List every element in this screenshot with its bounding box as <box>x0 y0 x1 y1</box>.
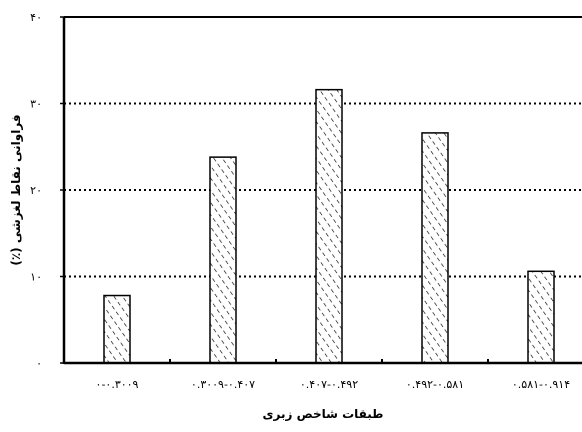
y-ticks <box>60 16 64 364</box>
y-tick-label: ۴۰ <box>30 11 42 24</box>
y-tick-label: ۰ <box>36 357 42 370</box>
x-tick-label: ۰.۴۰۷-۰.۴۹۲ <box>300 378 358 391</box>
x-ticks <box>169 359 489 364</box>
y-tick-label: ۱۰ <box>30 271 42 284</box>
x-tick-label: ۰.۵۸۱-۰.۹۱۴ <box>512 378 570 391</box>
bar <box>103 294 131 364</box>
gridlines <box>64 102 582 278</box>
x-tick-label: ۰.۴۹۲-۰.۵۸۱ <box>406 378 464 391</box>
bars <box>103 88 555 364</box>
y-axis-title: فراوانی نقاط لغزشی (٪) <box>9 114 24 265</box>
y-tick-labels: ۰ ۱۰ ۲۰ ۳۰ ۴۰ <box>30 11 42 370</box>
x-tick-label: ۰-۰.۳۰۰۹ <box>96 378 139 391</box>
bar <box>315 88 343 364</box>
bar <box>421 132 449 364</box>
x-tick-label: ۰.۳۰۰۹-۰.۴۰۷ <box>191 378 255 391</box>
y-tick-label: ۲۰ <box>30 184 42 197</box>
x-axis-title: طبقات شاخص زبری <box>263 407 384 421</box>
x-tick-labels: ۰-۰.۳۰۰۹ ۰.۳۰۰۹-۰.۴۰۷ ۰.۴۰۷-۰.۴۹۲ ۰.۴۹۲-۰.۵… <box>96 378 571 391</box>
y-tick-label: ۳۰ <box>30 98 42 111</box>
bar <box>209 156 237 364</box>
bar <box>527 270 555 364</box>
